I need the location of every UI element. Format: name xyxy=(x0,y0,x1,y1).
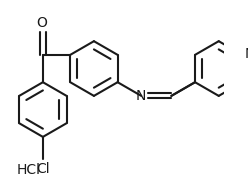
Text: HCl: HCl xyxy=(17,163,41,177)
Text: N: N xyxy=(136,89,147,103)
Text: N: N xyxy=(244,47,248,61)
Text: Cl: Cl xyxy=(36,162,50,176)
Text: O: O xyxy=(36,16,47,30)
